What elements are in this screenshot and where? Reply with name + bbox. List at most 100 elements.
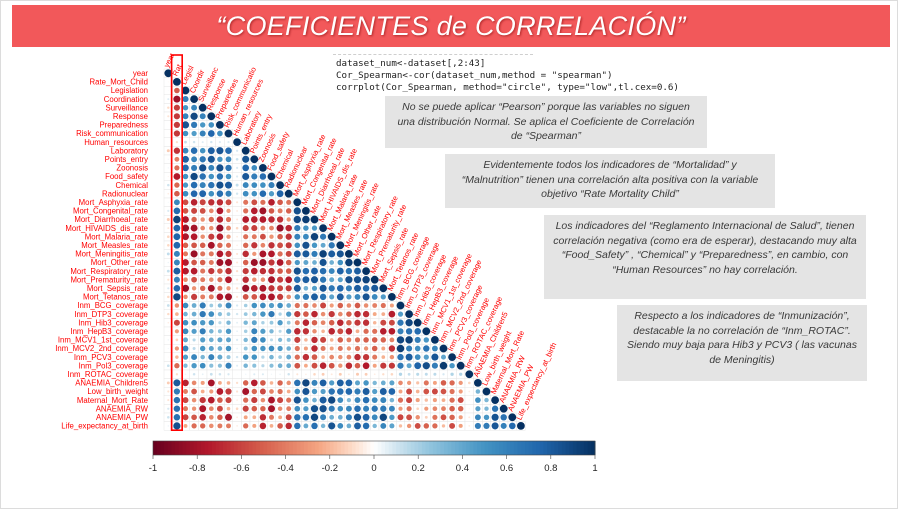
correlation-circle [302,215,310,224]
correlation-circle [251,182,258,188]
correlation-circle [362,413,370,421]
correlation-circle [173,130,181,137]
correlation-circle [251,405,258,412]
colorbar-tick-label: -0.4 [277,463,293,474]
correlation-circle [209,225,214,231]
correlation-circle [293,215,301,224]
correlation-circle [311,362,318,369]
correlation-circle [363,380,369,386]
correlation-circle [235,149,239,152]
correlation-circle [362,396,370,404]
correlation-circle [200,337,206,343]
correlation-circle [167,330,169,332]
correlation-circle [182,354,189,360]
correlation-circle [405,319,413,327]
correlation-circle [389,380,395,386]
correlation-circle [207,130,215,137]
correlation-circle [251,225,258,232]
colorbar-segment [337,441,342,455]
correlation-circle [286,363,292,369]
correlation-circle [277,363,283,369]
correlation-circle [182,182,189,188]
correlation-circle [208,337,214,343]
correlation-circle [448,353,456,361]
colorbar-segment [443,441,449,455]
correlation-circle [244,373,247,376]
correlation-circle [354,345,361,352]
correlation-circle [251,320,257,326]
correlation-circle [208,406,214,412]
colorbar-segment [396,441,401,455]
correlation-circle [320,320,326,326]
correlation-circle [167,244,170,247]
correlation-circle [353,413,362,421]
correlation-circle [200,268,206,274]
correlation-circle [260,405,266,412]
correlation-circle [236,364,239,367]
correlation-circle [354,319,361,326]
correlation-circle [242,259,249,266]
correlation-circle [354,380,361,386]
correlation-circle [286,354,292,360]
correlation-circle [236,209,239,212]
correlation-circle [319,362,327,369]
correlation-circle [294,362,301,369]
correlation-circle [294,320,300,326]
correlation-circle [431,362,438,369]
correlation-circle [286,303,292,308]
correlation-circle [182,113,189,120]
correlation-circle [210,140,213,144]
correlation-circle [397,311,404,317]
correlation-circle [166,218,170,221]
colorbar-segment [370,441,375,455]
correlation-circle [167,312,170,316]
correlation-circle [208,320,214,326]
correlation-circle [328,422,336,430]
correlation-circle [303,285,309,291]
code-line: dataset_num<-dataset[,2:43] [336,58,486,69]
correlation-circle [311,336,318,344]
correlation-circle [217,329,222,334]
correlation-circle [337,405,344,412]
title-banner: “COEFICIENTES de CORRELACIÓN” [12,5,890,47]
correlation-circle [468,425,471,427]
correlation-circle [414,354,421,360]
correlation-circle [199,259,206,266]
correlation-circle [431,353,439,361]
correlation-circle [167,175,169,178]
correlation-circle [167,356,169,358]
correlation-circle [173,396,181,404]
correlation-circle [167,192,170,195]
correlation-circle [303,397,309,403]
correlation-circle [242,276,249,283]
correlation-circle [268,396,275,404]
correlation-circle [277,388,283,395]
correlation-circle [424,406,429,411]
colorbar-segment [164,441,169,455]
correlation-circle [243,303,248,308]
correlation-circle [252,415,257,420]
correlation-circle [173,147,181,154]
correlation-circle [336,284,344,292]
correlation-circle [440,388,447,395]
correlation-circle [236,321,239,324]
correlation-circle [329,303,334,308]
correlation-circle [305,373,307,376]
correlation-circle [345,388,353,395]
correlation-circle [174,303,180,308]
correlation-circle [441,424,446,428]
correlation-circle [406,397,413,404]
row-label: Mort_Asphyxia_rate [79,198,148,207]
code-divider [333,54,533,55]
correlation-circle [217,414,223,421]
row-label: Mort_Other_rate [91,258,148,267]
correlation-circle [398,424,403,428]
correlation-circle [268,267,275,275]
correlation-circle [217,285,223,291]
correlation-circle [201,373,204,376]
colorbar-segment [576,441,581,455]
correlation-circle [329,354,335,360]
correlation-circle [405,310,413,318]
correlation-circle [415,398,420,403]
correlation-circle [285,242,292,249]
